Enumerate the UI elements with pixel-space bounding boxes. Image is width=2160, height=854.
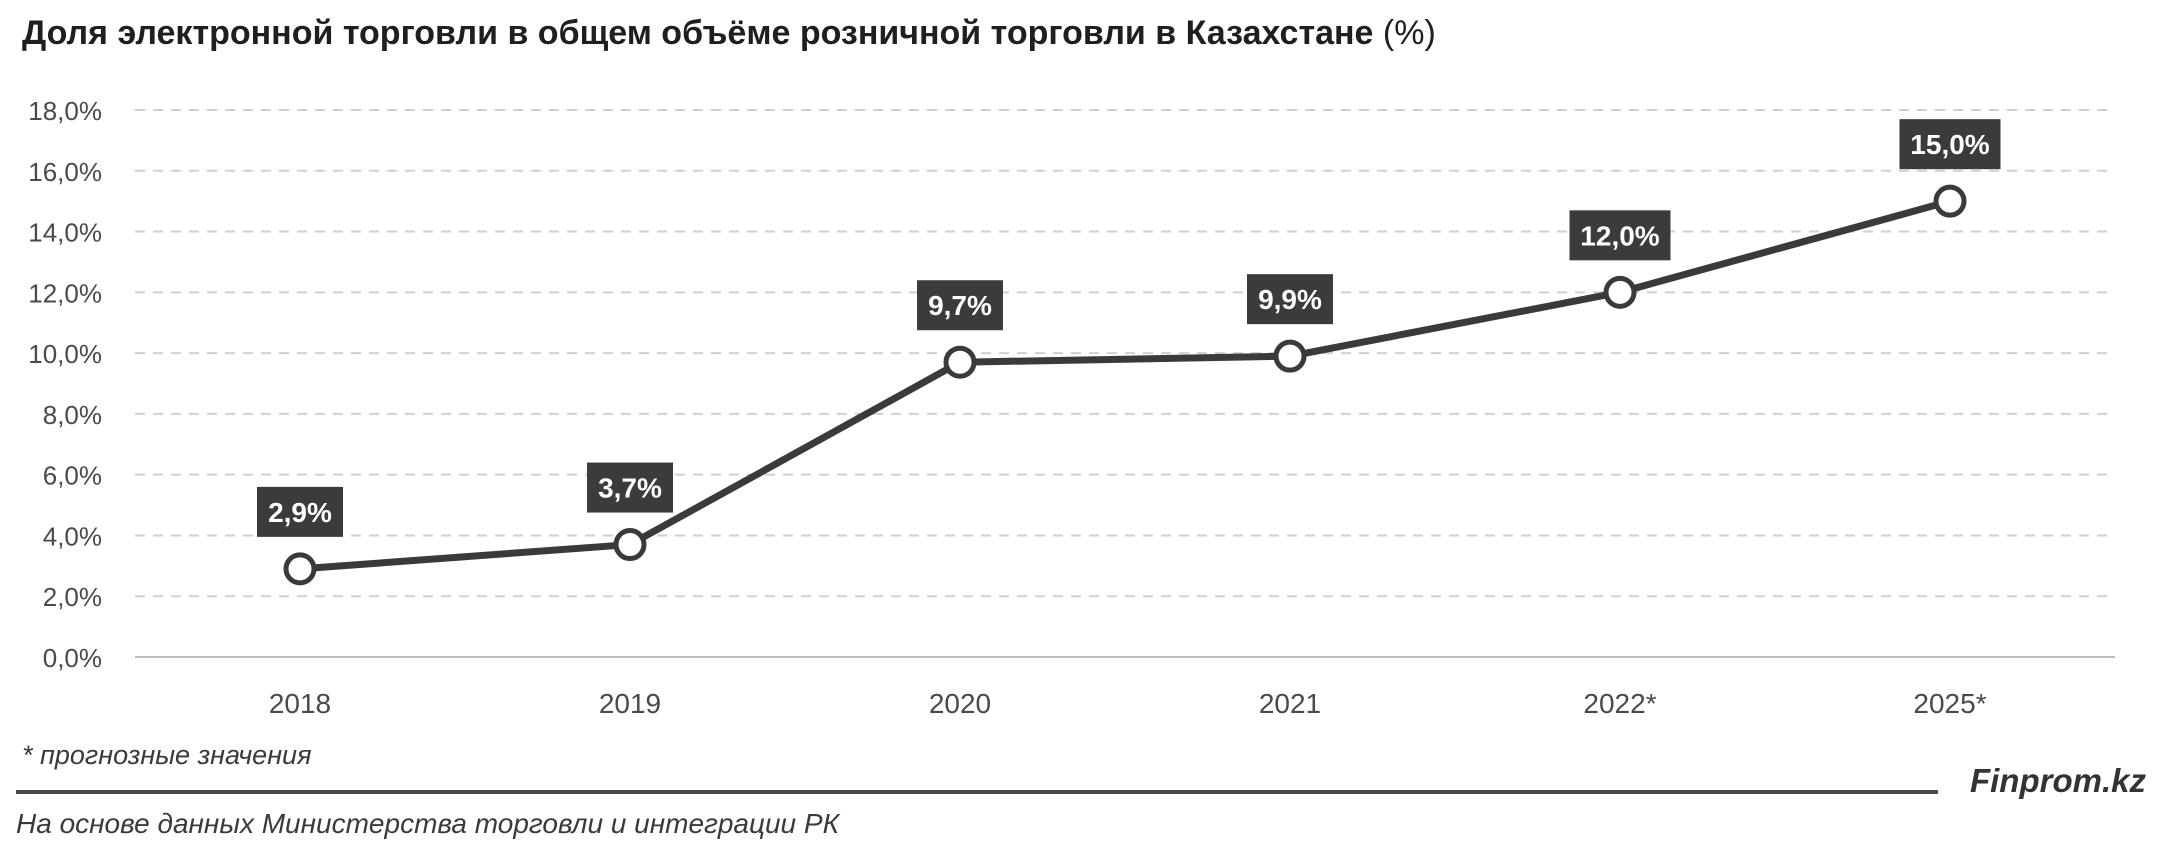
data-label-box <box>1569 210 1671 261</box>
data-point-marker <box>613 528 647 562</box>
y-tick-label: 14,0% <box>28 218 102 248</box>
data-point-marker <box>1603 275 1637 309</box>
x-tick-label: 2019 <box>599 688 661 719</box>
x-tick-label: 2025* <box>1913 688 1986 719</box>
y-tick-label: 12,0% <box>28 278 102 308</box>
data-point-marker <box>283 552 317 586</box>
y-tick-label: 6,0% <box>43 461 102 491</box>
data-label: 2,9% <box>268 497 332 528</box>
data-point-marker <box>1933 184 1967 218</box>
data-label-box <box>587 462 673 513</box>
data-point-marker <box>1273 339 1307 373</box>
y-tick-label: 8,0% <box>43 400 102 430</box>
footer-divider <box>16 790 1938 794</box>
y-tick-label: 10,0% <box>28 339 102 369</box>
series-line <box>296 197 1954 573</box>
data-label: 15,0% <box>1910 129 1989 160</box>
y-tick-label: 0,0% <box>43 643 102 673</box>
chart-title-unit: (%) <box>1382 14 1436 52</box>
x-tick-label: 2021 <box>1259 688 1321 719</box>
line-chart: 0,0% 2,0% 4,0% 6,0% 8,0% 10,0% 12,0% 14,0% 16,0%… <box>28 96 2115 719</box>
data-label-box <box>257 486 343 537</box>
source-note: На основе данных Министерства торговли и… <box>16 808 840 839</box>
chart-title: Доля электронной торговли в общем объёме… <box>22 14 1436 53</box>
data-label-box <box>917 280 1003 331</box>
y-tick-label: 4,0% <box>43 521 102 551</box>
y-tick-label: 18,0% <box>28 96 102 126</box>
x-tick-label: 2020 <box>929 688 991 719</box>
brand-logo: Finprom.kz <box>1969 762 2146 799</box>
data-label-box <box>1899 119 2001 170</box>
data-label: 9,7% <box>928 290 992 321</box>
data-label: 12,0% <box>1580 220 1659 251</box>
y-tick-label: 16,0% <box>28 157 102 187</box>
x-tick-label: 2018 <box>269 688 331 719</box>
data-label: 9,9% <box>1258 284 1322 315</box>
data-point-marker <box>943 345 977 379</box>
data-label-box <box>1247 274 1333 325</box>
forecast-note: * прогнозные значения <box>22 740 312 770</box>
x-tick-label: 2022* <box>1583 688 1656 719</box>
chart-title-main: Доля электронной торговли в общем объёме… <box>22 14 1374 52</box>
data-label: 3,7% <box>598 473 662 504</box>
y-tick-label: 2,0% <box>43 582 102 612</box>
